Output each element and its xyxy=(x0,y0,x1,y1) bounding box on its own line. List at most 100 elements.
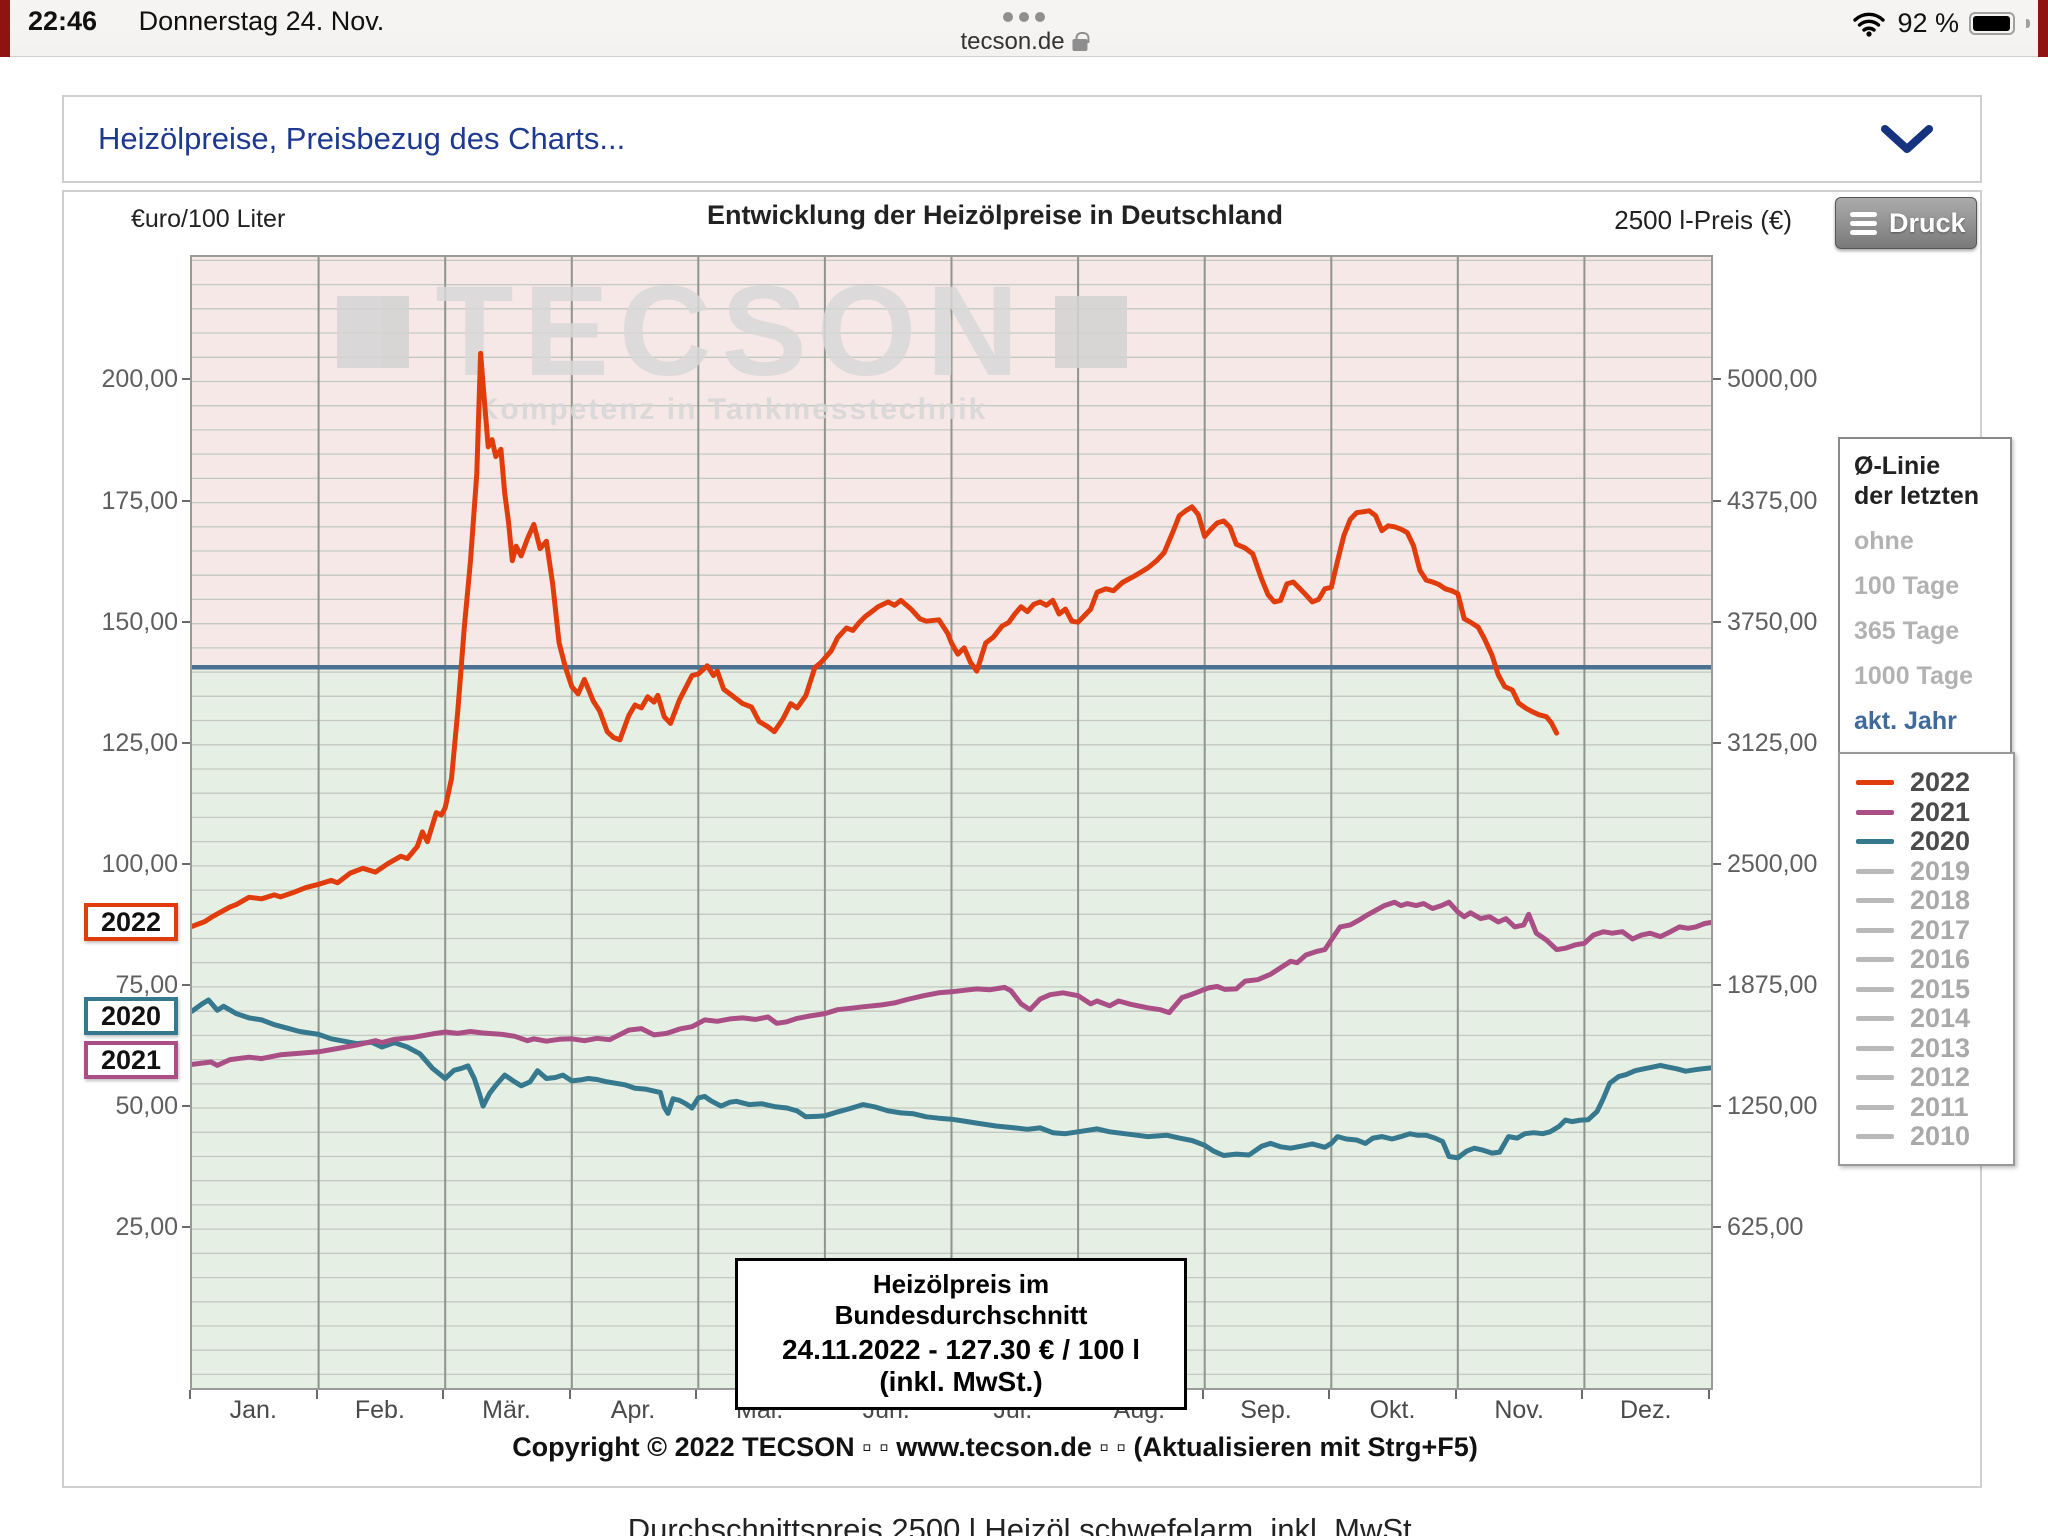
legend-label: 2018 xyxy=(1910,885,1971,916)
page-edge-left xyxy=(0,0,10,57)
wifi-icon xyxy=(1853,12,1886,37)
legend-year-2016[interactable]: 2016 xyxy=(1856,944,2013,975)
x-tick xyxy=(568,1390,571,1399)
address-bar[interactable]: tecson.de xyxy=(960,28,1090,56)
y-tick-right xyxy=(1713,378,1721,381)
legend-label: 2012 xyxy=(1910,1062,1971,1093)
y-axis-unit-left: €uro/100 Liter xyxy=(131,205,286,233)
y-tick-left xyxy=(182,499,190,502)
tooltip-line2: 24.11.2022 - 127.30 € / 100 l (inkl. MwS… xyxy=(781,1334,1141,1397)
x-tick xyxy=(1708,1390,1710,1399)
legend-year-2013[interactable]: 2013 xyxy=(1856,1032,2013,1064)
dropdown-title: Heizölpreise, Preisbezug des Charts... xyxy=(98,121,626,156)
legend-year-2018[interactable]: 2018 xyxy=(1856,885,2013,916)
print-button-label: Druck xyxy=(1889,207,1966,238)
y-tick-left xyxy=(182,741,190,744)
y-axis-unit-right: 2500 l-Preis (€) xyxy=(1614,205,1792,235)
legend-year-2019[interactable]: 2019 xyxy=(1856,856,2013,887)
x-tick xyxy=(1581,1390,1584,1399)
status-left: 22:46 Donnerstag 24. Nov. xyxy=(28,6,384,37)
year-legend-panel: 2022 2021 2020 2019 2018 2017 2016 2015 2014 2013… xyxy=(1838,752,2015,1166)
y-axis-label-left: 100,00 xyxy=(101,849,178,878)
battery-tip xyxy=(2026,19,2030,28)
tooltip-line1: Heizölpreis im Bundesdurchschnitt xyxy=(834,1269,1088,1330)
x-axis-label: Mär. xyxy=(482,1396,531,1424)
y-axis-label-left: 125,00 xyxy=(101,728,178,757)
avg-option-100-tage[interactable]: 100 Tage xyxy=(1854,572,1960,600)
legend-label: 2014 xyxy=(1910,1003,1971,1034)
tab-overflow-icon[interactable] xyxy=(1003,12,1045,22)
average-line-panel: Ø-Linie der letzten ohne 100 Tage 365 Tage… xyxy=(1838,437,2012,754)
y-tick-right xyxy=(1713,862,1721,865)
avg-option-akt-jahr[interactable]: akt. Jahr xyxy=(1854,707,1957,735)
avg-panel-title-1: Ø-Linie xyxy=(1854,452,1941,480)
legend-year-2012[interactable]: 2012 xyxy=(1856,1062,2013,1093)
avg-option-365-tage[interactable]: 365 Tage xyxy=(1854,617,1960,645)
status-bar: 22:46 Donnerstag 24. Nov. tecson.de 92 % xyxy=(0,0,2048,57)
legend-swatch xyxy=(1856,927,1894,933)
status-date: Donnerstag 24. Nov. xyxy=(138,6,385,36)
legend-year-2021[interactable]: 2021 xyxy=(1856,796,2013,828)
x-axis-label: Jan. xyxy=(229,1396,277,1424)
x-tick xyxy=(1201,1390,1204,1399)
legend-year-2022[interactable]: 2022 xyxy=(1856,767,2013,798)
legend-year-2015[interactable]: 2015 xyxy=(1856,974,2013,1005)
legend-swatch xyxy=(1856,1104,1894,1110)
legend-swatch xyxy=(1856,1075,1894,1081)
copyright-line: Copyright © 2022 TECSON ▫ ▫ www.tecson.d… xyxy=(512,1432,1478,1462)
legend-swatch xyxy=(1856,868,1894,874)
x-tick xyxy=(315,1390,318,1399)
x-axis-label: Nov. xyxy=(1494,1396,1544,1424)
battery-percent: 92 % xyxy=(1897,8,1959,38)
y-axis-label-right: 1875,00 xyxy=(1727,970,1818,999)
y-axis-label-right: 5000,00 xyxy=(1727,365,1818,394)
x-tick xyxy=(189,1390,191,1399)
y-tick-left xyxy=(182,983,190,986)
print-menu-icon xyxy=(1850,211,1877,235)
status-right: 92 % xyxy=(1851,8,2030,39)
avg-option-1000-tage[interactable]: 1000 Tage xyxy=(1854,662,1974,690)
legend-label: 2011 xyxy=(1910,1091,1969,1122)
legend-swatch xyxy=(1856,898,1894,904)
y-tick-right xyxy=(1713,1105,1721,1108)
legend-label: 2016 xyxy=(1910,944,1971,975)
legend-label: 2020 xyxy=(1910,826,1971,857)
x-axis-label: Dez. xyxy=(1620,1396,1672,1424)
legend-swatch xyxy=(1856,1016,1894,1022)
legend-label: 2022 xyxy=(1910,767,1971,798)
y-axis-label-left: 200,00 xyxy=(101,365,178,394)
battery-icon xyxy=(1969,12,2015,35)
y-axis-label-left: 50,00 xyxy=(115,1092,178,1121)
legend-label: 2013 xyxy=(1910,1032,1971,1063)
print-button[interactable]: Druck xyxy=(1835,197,1977,249)
y-tick-right xyxy=(1713,741,1721,744)
y-tick-left xyxy=(182,1105,190,1108)
legend-year-2017[interactable]: 2017 xyxy=(1856,914,2013,946)
y-axis-label-right: 625,00 xyxy=(1727,1213,1804,1242)
y-tick-left xyxy=(182,378,190,381)
legend-swatch xyxy=(1856,839,1894,845)
y-axis-label-right: 1250,00 xyxy=(1727,1092,1818,1121)
legend-swatch xyxy=(1856,780,1894,786)
lock-icon xyxy=(1072,32,1090,51)
series-start-label-2021: 2021 xyxy=(84,1041,178,1080)
y-tick-left xyxy=(182,620,190,623)
legend-swatch xyxy=(1856,957,1894,963)
x-axis-label: Apr. xyxy=(610,1396,656,1424)
legend-year-2011[interactable]: 2011 xyxy=(1856,1091,2013,1123)
legend-year-2014[interactable]: 2014 xyxy=(1856,1003,2013,1034)
x-tick xyxy=(1454,1390,1457,1399)
legend-year-2020[interactable]: 2020 xyxy=(1856,826,2013,857)
y-axis-label-right: 3750,00 xyxy=(1727,607,1818,636)
avg-option-ohne[interactable]: ohne xyxy=(1854,527,1914,555)
legend-label: 2017 xyxy=(1910,914,1971,945)
legend-items: 2022 2021 2020 2019 2018 2017 2016 2015 2014 2013… xyxy=(1856,767,2013,1152)
legend-label: 2021 xyxy=(1910,796,1971,827)
legend-year-2010[interactable]: 2010 xyxy=(1856,1121,2013,1152)
avg-panel-items: ohne 100 Tage 365 Tage 1000 Tage akt. Jahr xyxy=(1854,527,2010,736)
avg-panel-title-2: der letzten xyxy=(1854,482,1980,510)
chart-options-dropdown[interactable]: Heizölpreise, Preisbezug des Charts... xyxy=(62,95,1982,183)
x-tick xyxy=(1328,1390,1331,1399)
chevron-down-icon[interactable] xyxy=(1880,123,1934,155)
legend-swatch xyxy=(1856,809,1894,815)
